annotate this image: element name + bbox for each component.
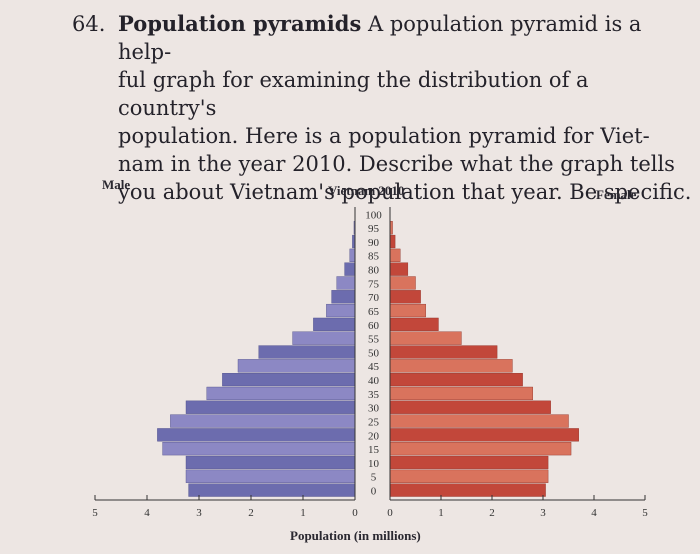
right-tick-label-5: 5 — [642, 507, 648, 519]
female-bar-90 — [389, 234, 396, 249]
male-bar-70 — [331, 290, 356, 304]
male-bar-5 — [185, 469, 356, 483]
male-bar-0 — [188, 483, 356, 497]
female-bar-80 — [389, 262, 409, 276]
problem-line-1: Population pyramids A population pyramid… — [118, 11, 642, 64]
age-label-15: 15 — [368, 444, 380, 456]
male-bar-45 — [237, 359, 356, 373]
male-bar-75 — [336, 276, 356, 290]
problem-number: 64. — [72, 12, 106, 36]
age-label-40: 40 — [368, 375, 380, 387]
female-bar-40 — [389, 373, 523, 387]
female-label: Female — [596, 187, 637, 202]
age-label-45: 45 — [368, 361, 380, 373]
male-label: Male — [102, 177, 131, 192]
male-bar-80 — [344, 262, 356, 276]
female-bar-55 — [389, 331, 462, 345]
female-bar-5 — [389, 469, 549, 483]
age-label-85: 85 — [368, 251, 380, 263]
left-tick-label-5: 5 — [92, 507, 98, 519]
age-label-20: 20 — [368, 430, 380, 442]
age-label-55: 55 — [368, 334, 380, 346]
left-tick-label-2: 2 — [248, 507, 254, 519]
right-tick-label-0: 0 — [387, 507, 393, 519]
age-label-30: 30 — [368, 403, 380, 415]
left-tick-label-0: 0 — [352, 507, 358, 519]
x-axis-label: Population (in millions) — [290, 528, 421, 543]
age-label-95: 95 — [368, 223, 380, 235]
age-label-75: 75 — [368, 278, 380, 290]
male-bar-15 — [162, 442, 356, 456]
female-bar-60 — [389, 317, 439, 331]
female-bar-70 — [389, 290, 421, 304]
female-bar-10 — [389, 455, 549, 470]
male-bar-35 — [206, 386, 356, 401]
female-bar-35 — [389, 386, 534, 401]
chart-title: Vietnam 2010 — [328, 183, 405, 198]
age-label-70: 70 — [368, 292, 380, 304]
problem-line-2: ful graph for examining the distribution… — [118, 68, 589, 120]
right-tick-label-2: 2 — [489, 507, 495, 519]
age-label-80: 80 — [368, 265, 380, 277]
age-label-10: 10 — [368, 458, 380, 470]
age-label-60: 60 — [368, 320, 380, 332]
problem-line-4: nam in the year 2010. Describe what the … — [118, 152, 675, 176]
male-bar-25 — [170, 414, 356, 428]
problem-text: 64. Population pyramids A population pyr… — [72, 10, 692, 206]
age-label-90: 90 — [368, 237, 380, 249]
left-tick-label-3: 3 — [196, 507, 202, 519]
female-bar-75 — [389, 276, 416, 290]
male-bar-60 — [313, 317, 356, 331]
female-bar-30 — [389, 400, 551, 414]
age-label-25: 25 — [368, 416, 380, 428]
left-tick-label-4: 4 — [144, 507, 150, 519]
male-bar-20 — [157, 428, 356, 442]
age-label-5: 5 — [371, 472, 377, 484]
age-label-0: 0 — [371, 486, 377, 498]
left-tick-label-1: 1 — [300, 507, 306, 519]
problem-line-5: you about Vietnam's population that year… — [118, 180, 692, 204]
male-bar-40 — [222, 373, 356, 387]
male-bar-30 — [185, 400, 356, 414]
age-label-35: 35 — [368, 389, 380, 401]
female-bar-65 — [389, 303, 426, 318]
male-bar-10 — [185, 455, 356, 470]
female-bar-0 — [389, 483, 546, 497]
female-bar-15 — [389, 442, 572, 456]
right-tick-label-4: 4 — [591, 507, 597, 519]
age-label-100: 100 — [365, 209, 382, 221]
age-label-65: 65 — [368, 306, 380, 318]
problem-title: Population pyramids — [118, 11, 362, 36]
problem-line-3: population. Here is a population pyramid… — [118, 124, 650, 148]
female-bar-45 — [389, 359, 513, 373]
female-bar-50 — [389, 345, 498, 359]
male-bar-55 — [292, 331, 356, 345]
female-bar-85 — [389, 248, 401, 262]
right-tick-label-3: 3 — [540, 507, 546, 519]
problem-paragraph: Population pyramids A population pyramid… — [72, 10, 692, 206]
female-bar-20 — [389, 428, 579, 442]
male-bar-65 — [326, 303, 356, 318]
male-bar-85 — [349, 248, 356, 262]
female-bar-25 — [389, 414, 569, 428]
right-tick-label-1: 1 — [438, 507, 444, 519]
age-label-50: 50 — [368, 347, 380, 359]
male-bar-50 — [258, 345, 356, 359]
